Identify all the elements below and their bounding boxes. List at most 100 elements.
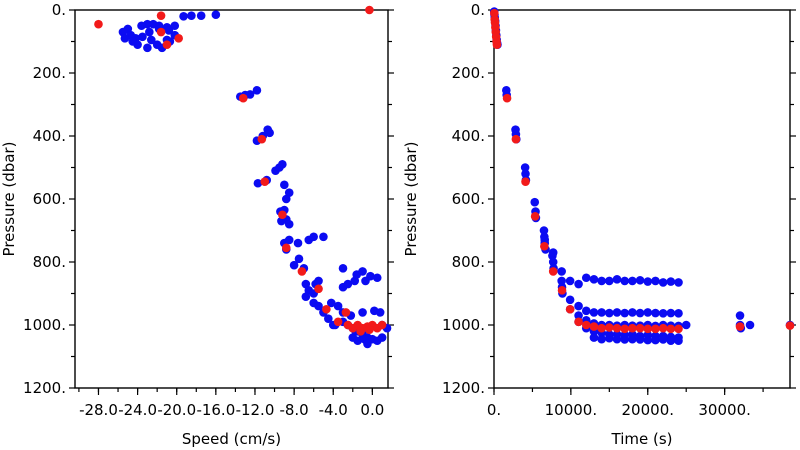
data-point-red: [597, 323, 606, 333]
data-point-blue: [539, 226, 549, 235]
data-point-red: [651, 324, 660, 334]
data-point-red: [492, 40, 502, 49]
data-point-blue: [284, 219, 294, 229]
data-point-red: [643, 324, 653, 334]
data-point-blue: [252, 86, 262, 95]
data-point-blue: [620, 335, 630, 344]
data-point-blue: [605, 333, 614, 343]
data-point-red: [565, 304, 575, 314]
data-point-red: [297, 267, 307, 276]
data-point-blue: [253, 178, 263, 188]
y-tick-label: 0.: [52, 1, 66, 19]
x-axis-label: Time (s): [611, 430, 673, 448]
data-point-red: [94, 19, 103, 29]
data-point-red: [314, 284, 323, 294]
data-point-blue: [557, 267, 566, 276]
data-point-blue: [324, 314, 333, 324]
data-point-blue: [278, 160, 287, 169]
data-point-blue: [574, 311, 583, 320]
y-tick-label: 400.: [33, 127, 66, 145]
data-point-blue: [361, 276, 370, 286]
data-point-blue: [612, 308, 622, 317]
data-point-blue: [581, 273, 591, 283]
data-point-red: [174, 34, 183, 43]
data-point-blue: [294, 254, 304, 264]
data-point-red: [278, 210, 287, 220]
y-tick-label: 1000.: [23, 316, 66, 334]
data-point-blue: [548, 257, 558, 267]
data-point-blue: [211, 10, 221, 20]
data-point-blue: [666, 336, 676, 346]
y-tick-label: 1200.: [23, 379, 66, 397]
data-point-blue: [179, 11, 188, 21]
data-point-blue: [301, 292, 311, 301]
data-point-blue: [628, 308, 637, 317]
data-point-red: [156, 27, 166, 37]
y-tick-label: 800.: [33, 253, 66, 271]
data-point-red: [605, 323, 614, 332]
data-point-blue: [589, 308, 599, 317]
data-point-blue: [143, 43, 152, 53]
data-point-blue: [635, 308, 645, 318]
data-point-blue: [319, 232, 328, 242]
data-point-blue: [643, 335, 653, 345]
data-point-blue: [658, 278, 668, 287]
data-point-blue: [353, 336, 362, 346]
data-point-red: [785, 321, 795, 330]
data-point-red: [735, 322, 745, 331]
data-point-blue: [557, 276, 566, 286]
data-point-red: [540, 241, 549, 251]
data-point-blue: [745, 320, 755, 330]
x-tick-label: 0.: [487, 401, 501, 419]
data-point-blue: [597, 276, 606, 286]
data-point-blue: [612, 334, 622, 344]
data-point-blue: [565, 295, 575, 305]
data-point-blue: [146, 35, 156, 45]
x-tick-label: -12.0: [236, 401, 275, 419]
data-point-blue: [281, 194, 291, 204]
data-point-blue: [628, 334, 637, 344]
data-point-blue: [187, 11, 196, 20]
data-point-red: [490, 8, 499, 18]
data-point-blue: [372, 273, 382, 283]
data-point-red: [156, 11, 166, 20]
data-point-red: [333, 317, 343, 327]
data-point-red: [666, 324, 676, 334]
x-tick-label: 20000.: [622, 401, 675, 419]
data-point-red: [674, 324, 683, 334]
data-point-blue: [612, 275, 622, 284]
data-point-blue: [674, 278, 683, 287]
data-point-blue: [597, 308, 606, 317]
data-point-blue: [358, 308, 367, 317]
data-point-red: [620, 324, 630, 334]
data-point-blue: [643, 308, 653, 317]
y-tick-label: 400.: [452, 127, 485, 145]
data-point-red: [581, 320, 591, 330]
data-point-blue: [635, 335, 645, 344]
data-point-blue: [735, 311, 745, 320]
data-point-blue: [343, 279, 353, 289]
x-tick-label: -24.0: [118, 401, 157, 419]
data-point-red: [589, 322, 599, 331]
data-point-blue: [120, 34, 130, 43]
y-axis-label: Pressure (dbar): [0, 142, 18, 257]
data-point-blue: [651, 276, 660, 286]
data-point-blue: [363, 339, 372, 349]
data-point-blue: [565, 276, 575, 286]
data-point-blue: [589, 275, 599, 284]
data-point-red: [377, 320, 387, 330]
data-point-blue: [289, 260, 299, 270]
data-point-red: [521, 177, 530, 186]
data-point-blue: [309, 232, 318, 242]
y-tick-label: 200.: [33, 64, 66, 82]
data-point-blue: [581, 306, 591, 316]
y-tick-label: 800.: [452, 253, 485, 271]
plot-frame-1: [74, 9, 389, 389]
data-point-red: [162, 40, 172, 49]
data-point-red: [612, 323, 622, 333]
x-tick-label: -8.0: [279, 401, 308, 419]
data-point-red: [365, 5, 374, 15]
data-point-blue: [666, 277, 676, 286]
data-point-blue: [333, 301, 343, 311]
data-point-blue: [651, 335, 660, 345]
